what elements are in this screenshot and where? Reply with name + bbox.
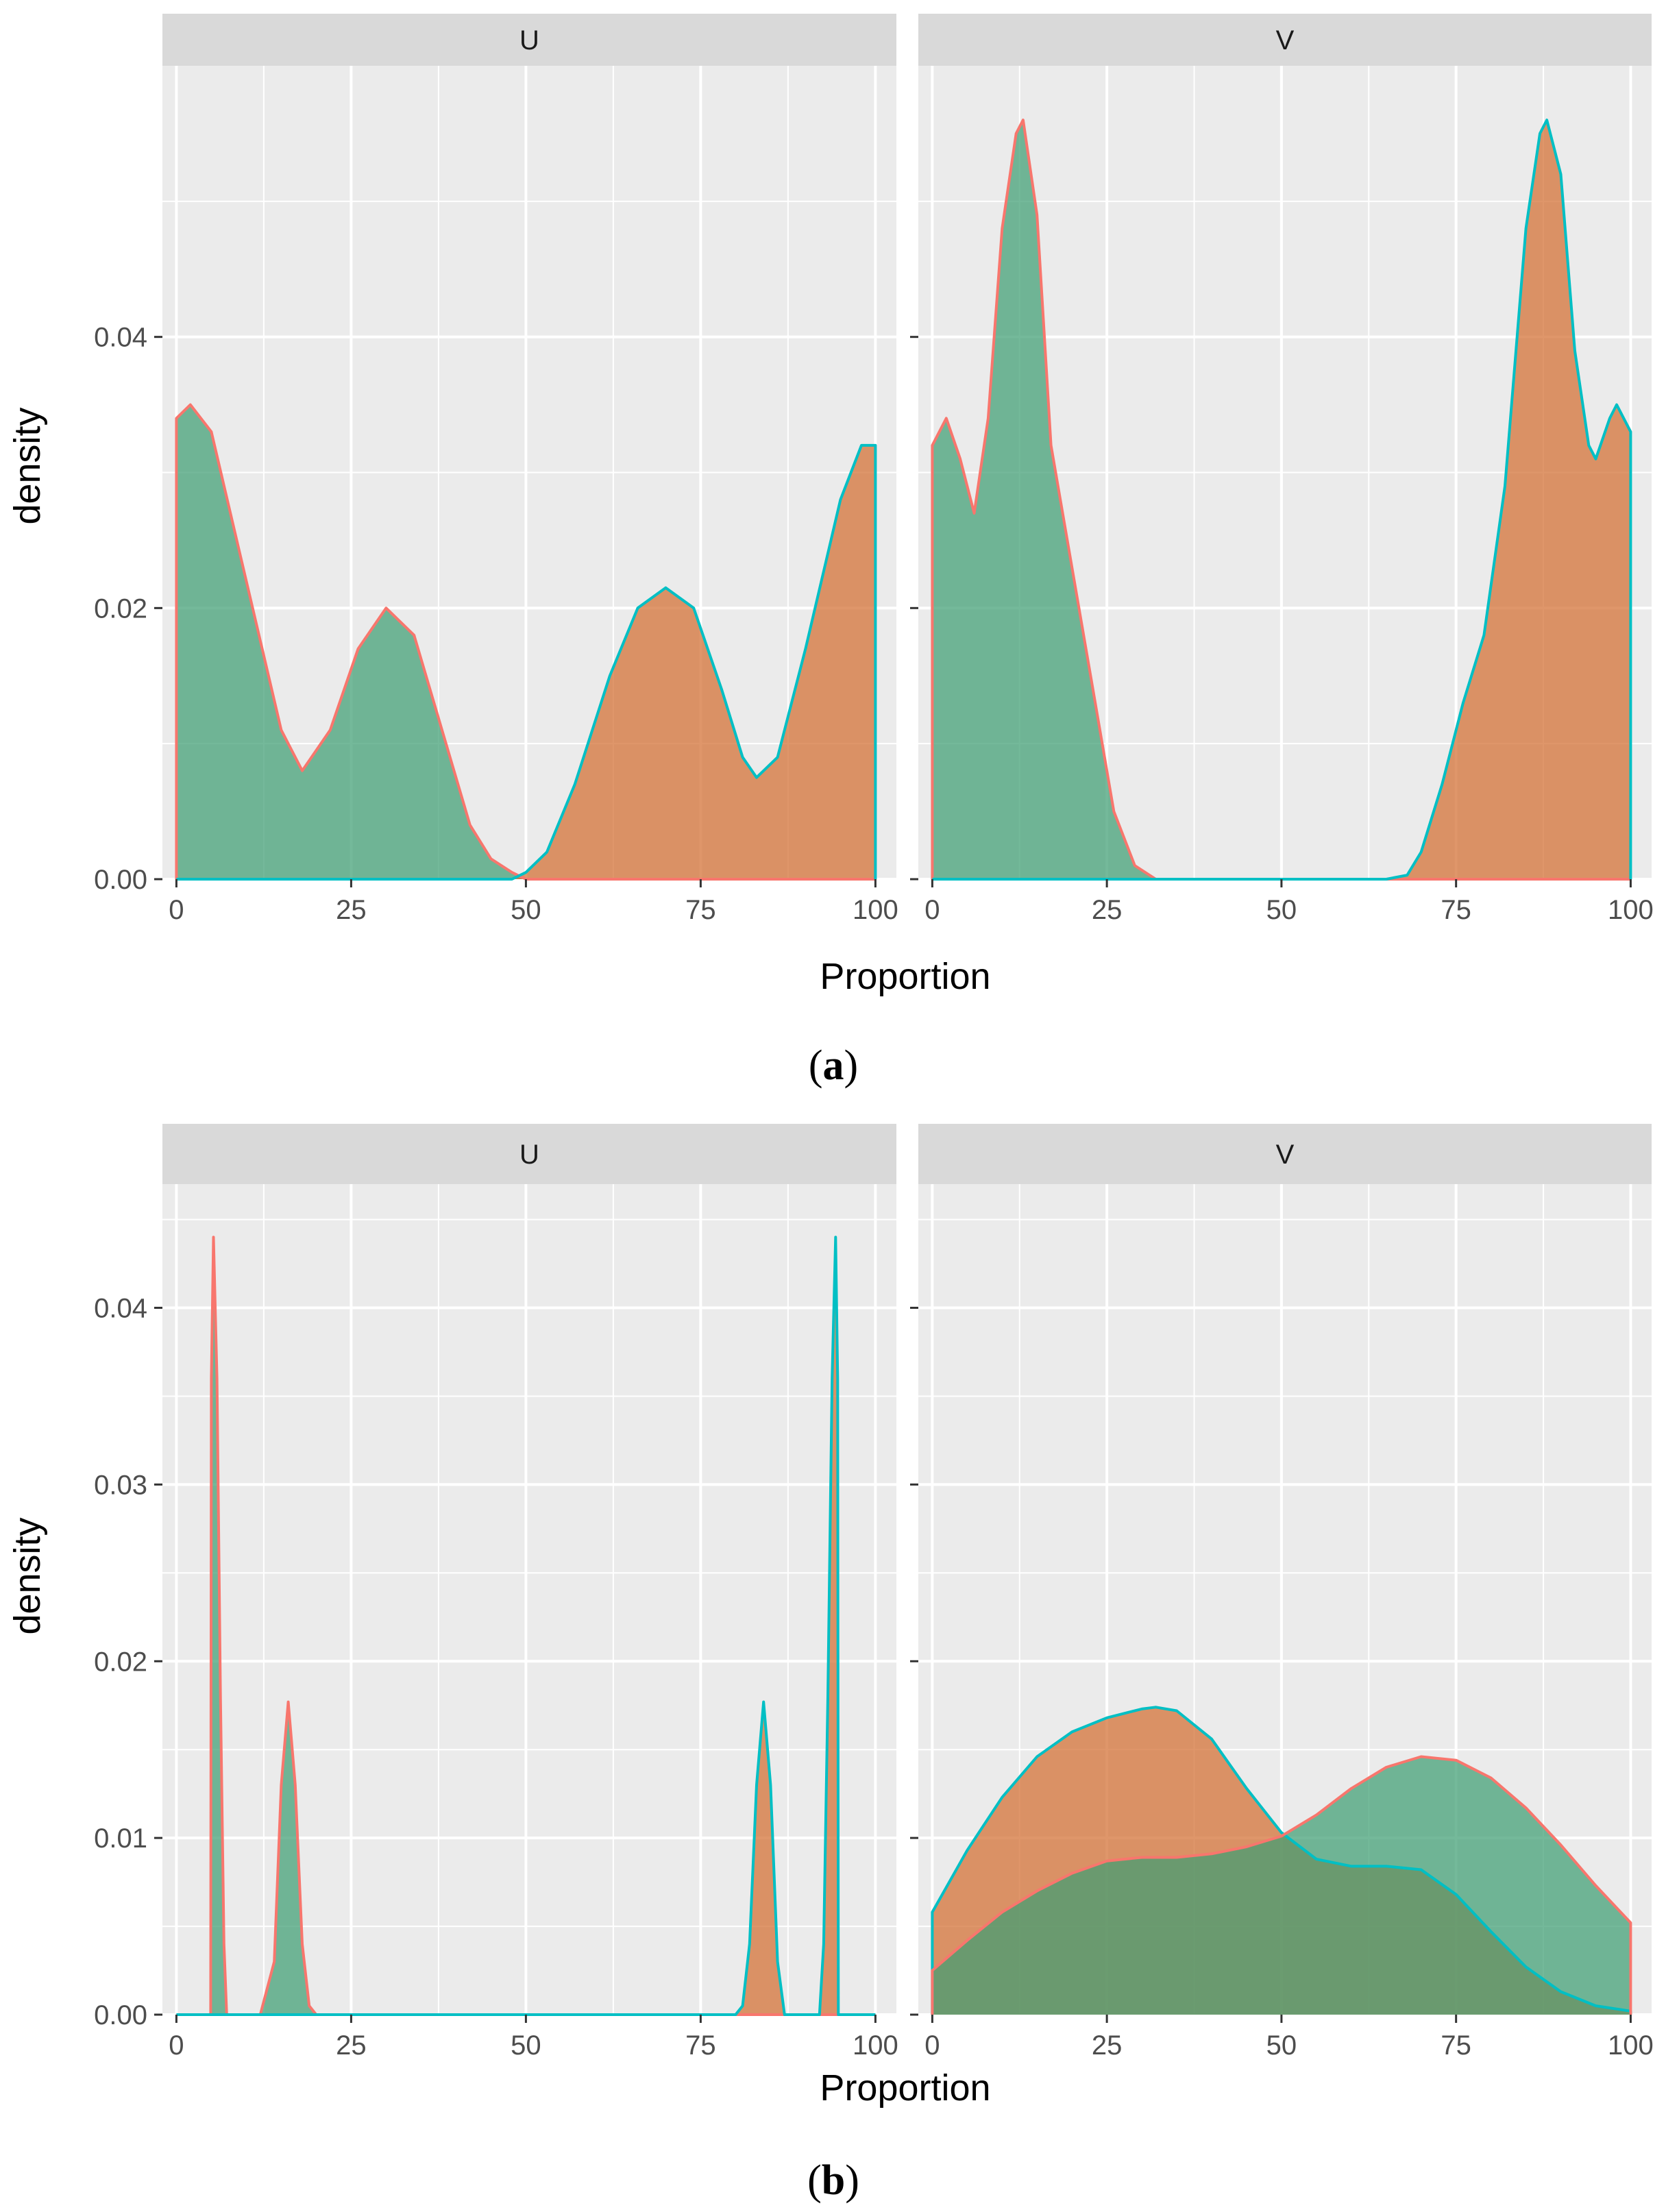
y-axis-title-b: density xyxy=(7,1517,48,1634)
chart-a: density Proportion (a) U 0 25 50 75 100 0.00 0.… xyxy=(7,14,1654,1089)
panel-v-b: V 0 25 50 75 100 xyxy=(910,1124,1654,2061)
x-tick-label: 0 xyxy=(169,2030,184,2061)
y-axis-title-a: density xyxy=(7,407,48,524)
x-tick-label: 0 xyxy=(169,895,184,925)
density-line-red xyxy=(931,119,1631,881)
x-tick-label: 0 xyxy=(924,895,940,925)
density-line-cyan xyxy=(176,1236,876,2016)
x-axis-title-a: Proportion xyxy=(820,956,990,997)
panel-u-a: U 0 25 50 75 100 0.00 0.02 0.04 xyxy=(94,14,898,925)
density-line-red xyxy=(931,1755,1632,2015)
y-tick-label: 0.03 xyxy=(94,1470,147,1500)
density-areas xyxy=(931,1706,1632,2015)
x-tick-label: 100 xyxy=(853,2030,898,2061)
y-tick-label: 0.04 xyxy=(94,323,147,353)
density-line-cyan xyxy=(176,443,877,881)
strip-background xyxy=(162,1124,896,1184)
caption-a: (a) xyxy=(809,1042,858,1089)
caption-b: (b) xyxy=(807,2157,859,2204)
density-areas xyxy=(176,1236,876,2016)
y-tick-label: 0.04 xyxy=(94,1294,147,1324)
strip-background xyxy=(918,1124,1652,1184)
x-tick-label: 100 xyxy=(1608,895,1654,925)
strip-label: U xyxy=(519,1140,539,1170)
density-area-cyan xyxy=(932,120,1631,880)
density-line-cyan xyxy=(932,119,1632,881)
y-tick-label: 0.00 xyxy=(94,865,147,895)
x-tick-label: 50 xyxy=(1266,895,1297,925)
x-tick-label: 25 xyxy=(336,895,367,925)
density-area-red xyxy=(932,1756,1631,2015)
y-tick-label: 0.02 xyxy=(94,593,147,624)
strip-background xyxy=(162,14,896,66)
y-tick-label: 0.02 xyxy=(94,1647,147,1677)
strip-label: U xyxy=(519,25,539,56)
x-tick-label: 100 xyxy=(1608,2030,1654,2061)
x-tick-label: 75 xyxy=(1441,2030,1471,2061)
density-areas xyxy=(931,119,1632,881)
x-tick-label: 25 xyxy=(336,2030,367,2061)
y-tick-label: 0.00 xyxy=(94,2000,147,2030)
x-tick-label: 50 xyxy=(511,2030,541,2061)
x-tick-label: 75 xyxy=(685,2030,716,2061)
x-tick-label: 75 xyxy=(1441,895,1471,925)
x-tick-label: 50 xyxy=(511,895,541,925)
x-tick-label: 25 xyxy=(1092,2030,1123,2061)
x-tick-label: 75 xyxy=(685,895,716,925)
x-axis-title-b: Proportion xyxy=(820,2067,990,2109)
x-tick-label: 0 xyxy=(924,2030,940,2061)
x-tick-label: 25 xyxy=(1092,895,1123,925)
y-tick-label: 0.01 xyxy=(94,1823,147,1854)
x-tick-label: 100 xyxy=(853,895,898,925)
strip-label: V xyxy=(1276,1140,1295,1170)
density-area-red xyxy=(932,120,1631,880)
density-area-red xyxy=(176,404,876,879)
strip-background xyxy=(918,14,1652,66)
density-area-cyan xyxy=(176,445,876,879)
density-line-cyan xyxy=(931,1706,1632,2015)
chart-b: density Proportion (b) U 0 25 50 75 100 0.00 0.… xyxy=(7,1124,1654,2204)
panel-u-b: U 0 25 50 75 100 0.00 0.01 0.02 0.03 0.04 xyxy=(94,1124,898,2061)
x-tick-label: 50 xyxy=(1266,2030,1297,2061)
panel-v-a: V 0 25 50 75 100 xyxy=(910,14,1654,925)
strip-label: V xyxy=(1276,25,1295,56)
